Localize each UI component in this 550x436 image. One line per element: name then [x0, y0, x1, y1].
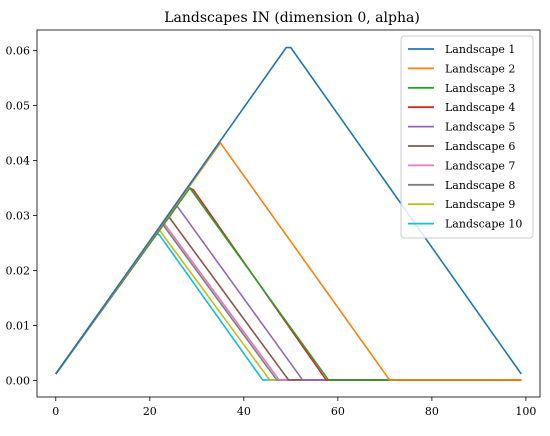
legend-label: Landscape 6: [445, 140, 515, 153]
legend-label: Landscape 4: [445, 101, 515, 114]
y-tick-label: 0.02: [6, 264, 31, 277]
x-axis: 0 20 40 60 80 100: [52, 397, 536, 418]
y-tick-label: 0.06: [6, 44, 31, 57]
axes-frame: [36, 29, 541, 398]
y-axis: 0.00 0.01 0.02 0.03 0.04 0.05 0.06: [6, 44, 37, 387]
x-tick-label: 60: [331, 405, 345, 418]
y-tick-label: 0.05: [6, 99, 31, 112]
series-line-landscape-6: [55, 215, 522, 381]
series-line-landscape-10: [55, 232, 522, 381]
series-line-landscape-9: [55, 228, 522, 381]
x-tick-label: 20: [143, 405, 157, 418]
legend-label: Landscape 7: [445, 159, 515, 172]
y-tick-label: 0.00: [6, 374, 31, 387]
legend-label: Landscape 8: [445, 179, 515, 192]
y-tick-label: 0.04: [6, 154, 31, 167]
legend-label: Landscape 9: [445, 198, 515, 211]
series-line-landscape-7: [55, 222, 522, 381]
legend-box: [400, 35, 534, 239]
x-tick-label: 40: [237, 405, 251, 418]
legend: Landscape 1 Landscape 2 Landscape 3 Landsca…: [400, 35, 534, 239]
x-tick-label: 100: [515, 405, 536, 418]
legend-label: Landscape 1: [445, 43, 515, 56]
legend-label: Landscape 3: [445, 82, 515, 95]
legend-label: Landscape 10: [445, 218, 522, 231]
y-tick-label: 0.01: [6, 319, 31, 332]
legend-label: Landscape 5: [445, 121, 515, 134]
legend-label: Landscape 2: [445, 62, 515, 75]
chart-title: Landscapes IN (dimension 0, alpha): [164, 10, 420, 26]
series-line-landscape-8: [55, 223, 522, 381]
y-tick-label: 0.03: [6, 209, 31, 222]
x-tick-label: 80: [425, 405, 439, 418]
x-tick-label: 0: [52, 405, 59, 418]
